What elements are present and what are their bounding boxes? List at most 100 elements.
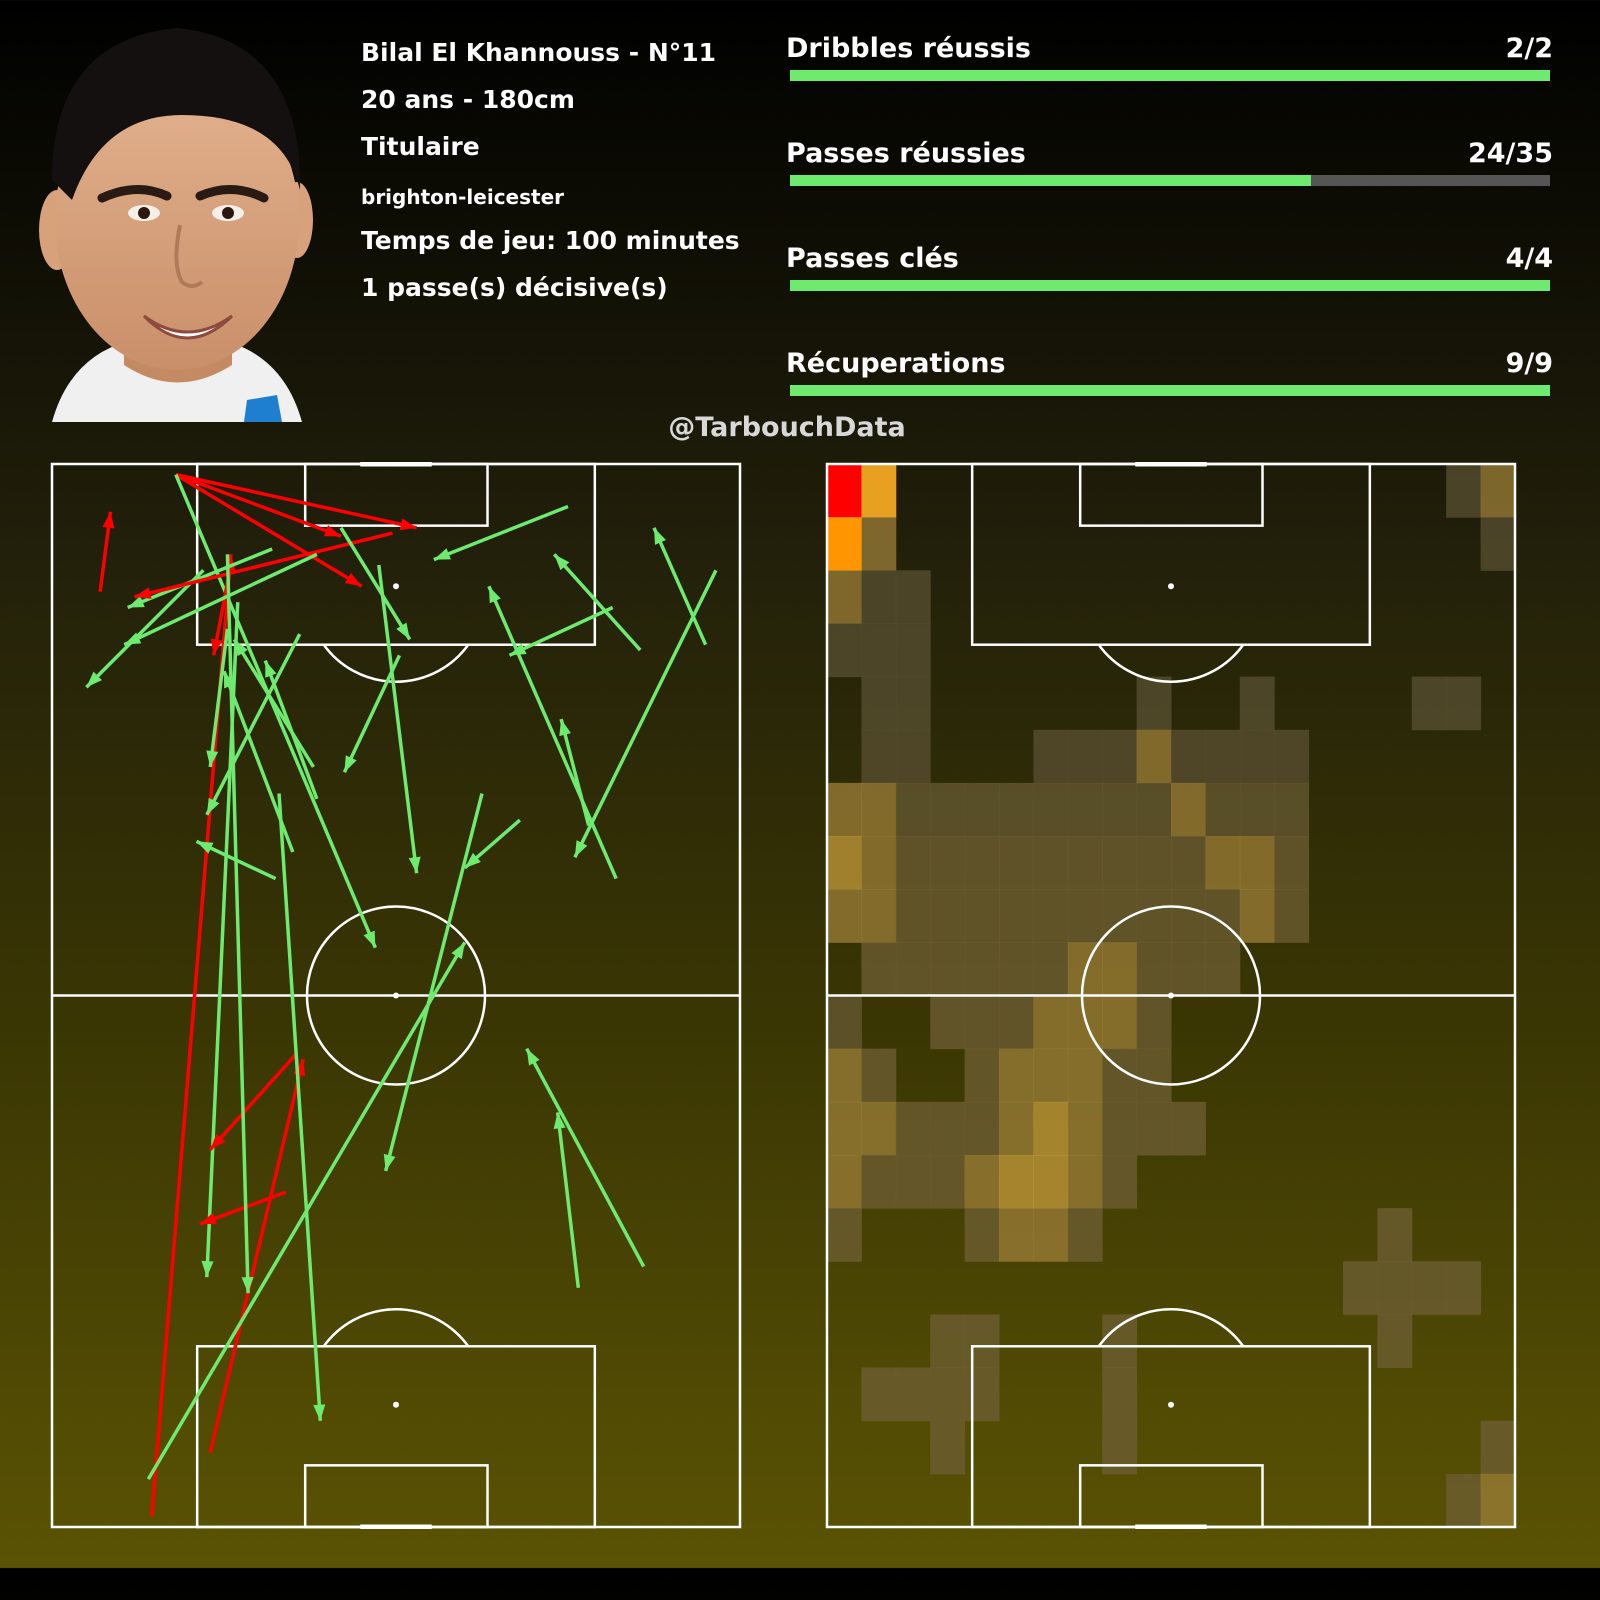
- play-time: Temps de jeu: 100 minutes: [361, 226, 740, 255]
- heatmap-cell: [895, 623, 931, 678]
- heatmap-cell: [861, 676, 897, 731]
- heatmap-cell: [1102, 1154, 1138, 1209]
- pass-success: [383, 793, 484, 1172]
- heatmap-cell: [895, 570, 931, 624]
- heatmap-cell: [1033, 1101, 1069, 1156]
- stat-key-passes-fill: [790, 280, 1550, 291]
- heatmap-cell: [1136, 782, 1172, 837]
- player-photo: [39, 28, 313, 422]
- heatmap-cell: [1102, 782, 1138, 837]
- heatmap-cell: [1377, 1261, 1413, 1315]
- heatmap-cell: [1067, 889, 1103, 943]
- heatmap-cell: [1102, 995, 1138, 1050]
- pass-success: [552, 553, 642, 652]
- heatmap-cell: [999, 1208, 1034, 1262]
- heatmap-cell: [895, 1367, 931, 1422]
- heatmap-cell: [999, 942, 1034, 996]
- heatmap-cell: [1067, 782, 1103, 837]
- heatmap-cell: [930, 1314, 966, 1369]
- heatmap-cell: [999, 1101, 1034, 1156]
- pass-success: [232, 638, 315, 768]
- bottom-penalty-arc: [322, 1308, 470, 1348]
- heatmap-cell: [930, 782, 966, 837]
- heatmap-cell: [1067, 1208, 1103, 1262]
- pass-failed: [150, 554, 236, 1517]
- heatmap-cell: [895, 836, 931, 890]
- pass-success: [205, 633, 302, 816]
- heatmap-cell: [1033, 729, 1069, 784]
- heatmap-cell: [930, 1420, 966, 1475]
- heatmap-cell: [1411, 676, 1447, 731]
- heatmap-cell: [1274, 889, 1310, 943]
- heatmap-cell: [1033, 1208, 1069, 1262]
- pass-failed: [134, 531, 393, 599]
- heatmap-cell: [999, 889, 1034, 943]
- heatmap-cell: [827, 1048, 862, 1103]
- heatmap-cell: [1033, 942, 1069, 996]
- heatmap-cell: [861, 782, 897, 837]
- pass-success: [463, 818, 521, 870]
- pass-success: [339, 526, 412, 641]
- assists: 1 passe(s) décisive(s): [361, 273, 668, 302]
- heatmap-cell: [861, 623, 897, 678]
- stat-passes-bar: [790, 175, 1550, 186]
- bottom-penalty-spot: [393, 1401, 399, 1408]
- heatmap-cell: [1205, 836, 1241, 890]
- heatmap-cell: [964, 1154, 1000, 1209]
- heatmap-cell: [1239, 836, 1275, 890]
- heatmap-cell: [1171, 782, 1206, 837]
- heatmap-cell: [827, 517, 862, 571]
- heatmap-cell: [1033, 995, 1069, 1050]
- heatmap-cell: [964, 889, 1000, 943]
- pass-success: [123, 552, 318, 647]
- heatmap-cell: [1205, 782, 1241, 837]
- pass-success: [433, 504, 569, 562]
- heatmap-cell: [1171, 942, 1206, 996]
- heatmap-cell: [930, 836, 966, 890]
- bottom-penalty-box: [970, 1345, 1372, 1529]
- top-six-yard-box: [303, 462, 489, 527]
- heatmap-cell: [1033, 1154, 1069, 1209]
- heatmap-cell: [1205, 729, 1241, 784]
- bottom-six-yard-box: [303, 1464, 489, 1529]
- heatmap-cell: [861, 464, 897, 518]
- heatmap-cell: [1377, 1208, 1413, 1262]
- pass-success: [263, 660, 319, 800]
- heatmap-cell: [1136, 1048, 1172, 1103]
- heatmap-cell: [1171, 836, 1206, 890]
- heatmap-cell: [895, 676, 931, 731]
- pass-success: [553, 1112, 581, 1289]
- heatmap-cell: [1136, 729, 1172, 784]
- heatmap-cell: [1067, 1154, 1103, 1209]
- heatmap-cell: [861, 836, 897, 890]
- pass-failed: [208, 1052, 298, 1151]
- stat-recoveries-fill: [790, 385, 1550, 396]
- heatmap-cell: [1480, 517, 1516, 571]
- heatmap-cell: [861, 729, 897, 784]
- heatmap-cell: [895, 1154, 931, 1209]
- heatmap-cell: [1480, 464, 1516, 518]
- heatmap-cell: [930, 942, 966, 996]
- heatmap-cell: [930, 1101, 966, 1156]
- heatmap-cell: [999, 836, 1034, 890]
- heatmap-cell: [1377, 1314, 1413, 1369]
- heatmap-cell: [999, 1154, 1034, 1209]
- pass-success: [652, 527, 708, 646]
- match-name: brighton-leicester: [361, 185, 565, 209]
- heatmap-cell: [964, 782, 1000, 837]
- heatmap-cell: [1239, 782, 1275, 837]
- heatmap-cell: [930, 889, 966, 943]
- top-six-yard-box: [1078, 462, 1264, 527]
- heatmap-cell: [1480, 1420, 1516, 1475]
- heatmap-cell: [861, 1048, 897, 1103]
- heatmap-cell: [1239, 889, 1275, 943]
- heatmap-cell: [1102, 836, 1138, 890]
- heatmap-cell: [1067, 1048, 1103, 1103]
- heatmap-cell: [827, 1101, 862, 1156]
- stat-recoveries-bar: [790, 385, 1550, 396]
- pass-arrows: [85, 472, 718, 1517]
- bottom-penalty-arc: [1097, 1308, 1245, 1348]
- heatmap-cell: [999, 1048, 1034, 1103]
- heatmap-cell: [1446, 464, 1482, 518]
- heatmap-cell: [895, 1101, 931, 1156]
